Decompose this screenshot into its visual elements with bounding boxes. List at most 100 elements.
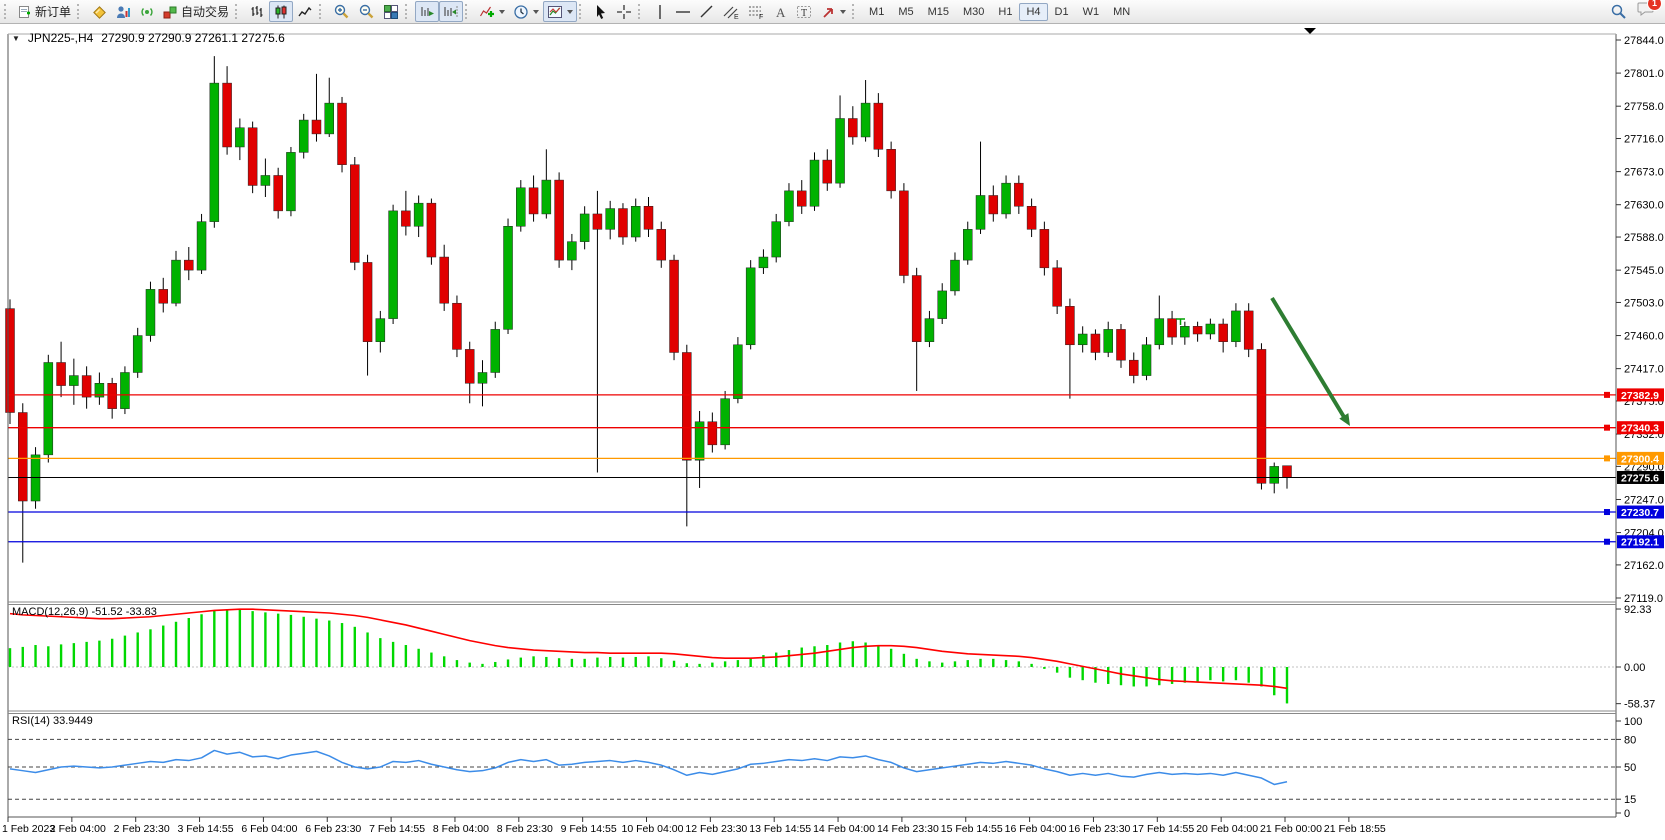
macd-bar bbox=[366, 632, 369, 667]
macd-bar bbox=[149, 629, 152, 667]
macd-bar bbox=[723, 661, 727, 667]
periods-button[interactable] bbox=[509, 1, 543, 22]
candle bbox=[605, 208, 615, 230]
bar-chart-button[interactable] bbox=[245, 1, 269, 22]
candlestick-button[interactable] bbox=[269, 1, 294, 22]
macd-bar bbox=[162, 625, 165, 667]
macd-bar bbox=[315, 618, 318, 667]
macd-bar bbox=[174, 621, 178, 667]
macd-bar bbox=[608, 656, 612, 667]
chart-area: 27844.0 27801.0 27758.0 27716.0 27673.0 27630… bbox=[0, 24, 1665, 840]
macd-bar bbox=[8, 648, 12, 667]
line-chart-button[interactable] bbox=[293, 1, 317, 22]
timeframe-w1[interactable]: W1 bbox=[1082, 5, 1100, 18]
macd-bar bbox=[928, 661, 931, 667]
toolbar-grip[interactable] bbox=[405, 4, 411, 19]
new-order-button[interactable]: 新订单 bbox=[14, 1, 75, 22]
timeframe-m15[interactable]: M15 bbox=[927, 5, 949, 18]
chat-button[interactable]: 1 bbox=[1637, 0, 1662, 22]
gold-cube-button[interactable] bbox=[87, 1, 111, 22]
text-label-button[interactable]: T bbox=[792, 1, 817, 22]
signal-button[interactable] bbox=[135, 1, 159, 22]
chart-canvas[interactable]: 27844.0 27801.0 27758.0 27716.0 27673.0 27630… bbox=[0, 24, 1665, 840]
tile-windows-button[interactable] bbox=[379, 1, 403, 22]
timeframe-h1[interactable]: H1 bbox=[998, 5, 1013, 18]
candle bbox=[132, 335, 143, 373]
macd-bar bbox=[468, 662, 471, 667]
candle bbox=[1167, 318, 1177, 338]
toolbar-grip[interactable] bbox=[4, 4, 10, 19]
trend-arrow[interactable] bbox=[1270, 296, 1350, 426]
macd-bar bbox=[353, 626, 356, 667]
toolbar-grip[interactable] bbox=[852, 4, 858, 19]
horizontal-level-lines[interactable] bbox=[8, 391, 1616, 545]
toolbar-grip[interactable] bbox=[77, 4, 83, 19]
trader-button[interactable] bbox=[111, 1, 135, 22]
timeframe-d1[interactable]: D1 bbox=[1054, 5, 1069, 18]
timeframe-m30[interactable]: M30 bbox=[963, 5, 985, 18]
candle bbox=[81, 375, 92, 398]
autotrading-button[interactable]: 自动交易 bbox=[159, 1, 233, 22]
toolbar-grip[interactable] bbox=[319, 4, 325, 19]
macd-bar bbox=[225, 609, 229, 667]
macd-bar bbox=[1004, 660, 1008, 667]
candle bbox=[1243, 310, 1254, 350]
search-icon[interactable] bbox=[1610, 3, 1627, 20]
toolbar-grip[interactable] bbox=[235, 4, 241, 19]
channel-button[interactable]: E bbox=[719, 1, 744, 22]
candle bbox=[528, 187, 539, 215]
auto-scroll-button[interactable] bbox=[415, 1, 440, 22]
time-tick-label: 6 Feb 04:00 bbox=[241, 823, 297, 835]
macd-bar bbox=[698, 663, 701, 667]
candle bbox=[260, 175, 271, 186]
crosshair-button[interactable] bbox=[612, 1, 636, 22]
timeframe-mn[interactable]: MN bbox=[1113, 5, 1131, 18]
indicators-button[interactable] bbox=[475, 1, 509, 22]
timeframe-h4[interactable]: H4 bbox=[1019, 2, 1048, 21]
time-tick-label: 21 Feb 00:00 bbox=[1260, 823, 1322, 835]
templates-button[interactable] bbox=[543, 1, 578, 22]
vertical-line-button[interactable] bbox=[648, 1, 671, 22]
candle bbox=[18, 412, 28, 502]
chart-shift-icon bbox=[444, 5, 458, 18]
text-button[interactable]: A bbox=[769, 1, 792, 22]
notification-badge: 1 bbox=[1647, 0, 1662, 11]
candle bbox=[643, 205, 654, 230]
fibonacci-button[interactable]: F bbox=[744, 1, 769, 22]
macd-bar bbox=[404, 645, 408, 667]
time-tick-label: 16 Feb 23:30 bbox=[1069, 823, 1131, 835]
arrows-tool-button[interactable] bbox=[817, 1, 850, 22]
zoom-in-button[interactable] bbox=[329, 1, 354, 22]
macd-bar bbox=[647, 656, 650, 667]
price-axis[interactable]: 27844.0 27801.0 27758.0 27716.0 27673.0 27630… bbox=[1616, 35, 1664, 605]
arrow-head bbox=[1339, 413, 1350, 426]
horizontal-line-button[interactable] bbox=[671, 1, 695, 22]
chart-dropdown-icon[interactable]: ▼ bbox=[12, 33, 20, 43]
new-order-label: 新订单 bbox=[35, 5, 72, 19]
macd-bar bbox=[736, 660, 740, 667]
timeframe-m5[interactable]: M5 bbox=[898, 5, 914, 18]
candle bbox=[618, 208, 628, 238]
zoom-out-button[interactable] bbox=[354, 1, 379, 22]
candle bbox=[579, 213, 590, 242]
time-tick-label: 3 Feb 14:55 bbox=[178, 823, 234, 835]
macd-bar bbox=[1094, 667, 1097, 683]
rsi-scale-label: 0 bbox=[1624, 808, 1630, 820]
gold-cube-icon bbox=[93, 5, 106, 19]
toolbar-grip[interactable] bbox=[638, 4, 644, 19]
rsi-label: RSI(14) 33.9449 bbox=[12, 715, 93, 727]
macd-bar bbox=[213, 610, 216, 667]
chart-shift-button[interactable] bbox=[439, 1, 464, 22]
trendline-button[interactable] bbox=[695, 1, 719, 22]
timeframe-m1[interactable]: M1 bbox=[869, 5, 885, 18]
macd-bar bbox=[136, 632, 139, 667]
macd-bar bbox=[800, 647, 803, 667]
macd-bar bbox=[826, 645, 829, 667]
price-badge: 27275.6 bbox=[1621, 472, 1659, 484]
toolbar-grip[interactable] bbox=[579, 4, 585, 19]
cursor-button[interactable] bbox=[589, 1, 612, 22]
toolbar: 新订单 自动交易 bbox=[0, 0, 1665, 24]
toolbar-grip[interactable] bbox=[465, 4, 471, 19]
candle bbox=[1103, 329, 1113, 353]
